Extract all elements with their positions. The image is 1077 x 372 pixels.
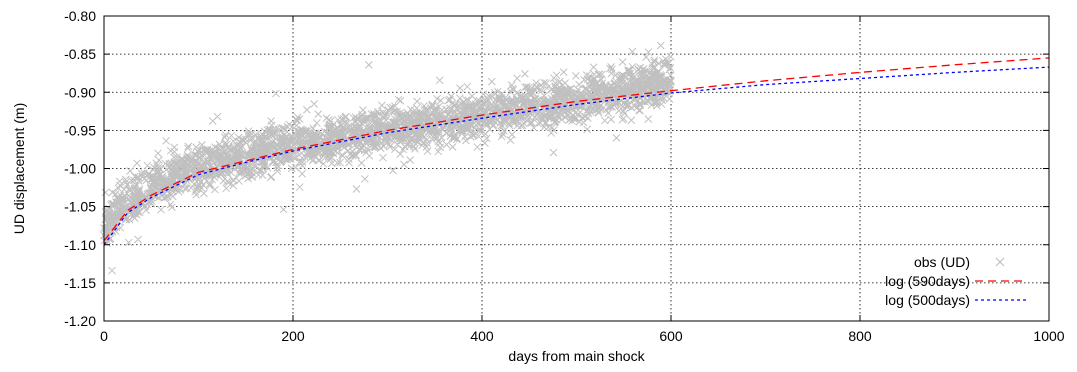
y-tick-label: -1.20 bbox=[64, 313, 96, 329]
fit-lines bbox=[103, 57, 1050, 246]
observation-scatter bbox=[100, 41, 675, 275]
y-tick-label: -1.10 bbox=[64, 237, 96, 253]
legend-label-1: obs (UD) bbox=[914, 254, 970, 270]
x-tick-label: 800 bbox=[848, 328, 872, 344]
series-line-2 bbox=[103, 66, 1050, 246]
legend: obs (UD) log (590days) log (500days) bbox=[885, 254, 1027, 308]
y-tick-label: -1.05 bbox=[64, 199, 96, 215]
y-tick-label: -0.85 bbox=[64, 46, 96, 62]
legend-label-3: log (500days) bbox=[885, 292, 970, 308]
x-tick-label: 0 bbox=[100, 328, 108, 344]
x-axis-label: days from main shock bbox=[508, 348, 645, 364]
axis-ticks: 0 200 400 600 800 1000 -1.20 -1.15 -1.10 -1.05 -1.… bbox=[64, 8, 1065, 344]
y-tick-label: -1.15 bbox=[64, 275, 96, 291]
y-axis-label: UD displacement (m) bbox=[11, 103, 27, 234]
x-tick-label: 400 bbox=[470, 328, 494, 344]
legend-label-2: log (590days) bbox=[885, 273, 970, 289]
x-tick-label: 200 bbox=[281, 328, 305, 344]
series-line-1 bbox=[103, 57, 1050, 242]
y-tick-label: -0.95 bbox=[64, 122, 96, 138]
y-tick-label: -1.00 bbox=[64, 161, 96, 177]
y-tick-label: -0.90 bbox=[64, 84, 96, 100]
x-tick-label: 600 bbox=[659, 328, 683, 344]
x-tick-label: 1000 bbox=[1033, 328, 1064, 344]
y-tick-label: -0.80 bbox=[64, 8, 96, 24]
legend-marker-obs bbox=[995, 257, 1005, 267]
obs-markers bbox=[100, 41, 675, 275]
